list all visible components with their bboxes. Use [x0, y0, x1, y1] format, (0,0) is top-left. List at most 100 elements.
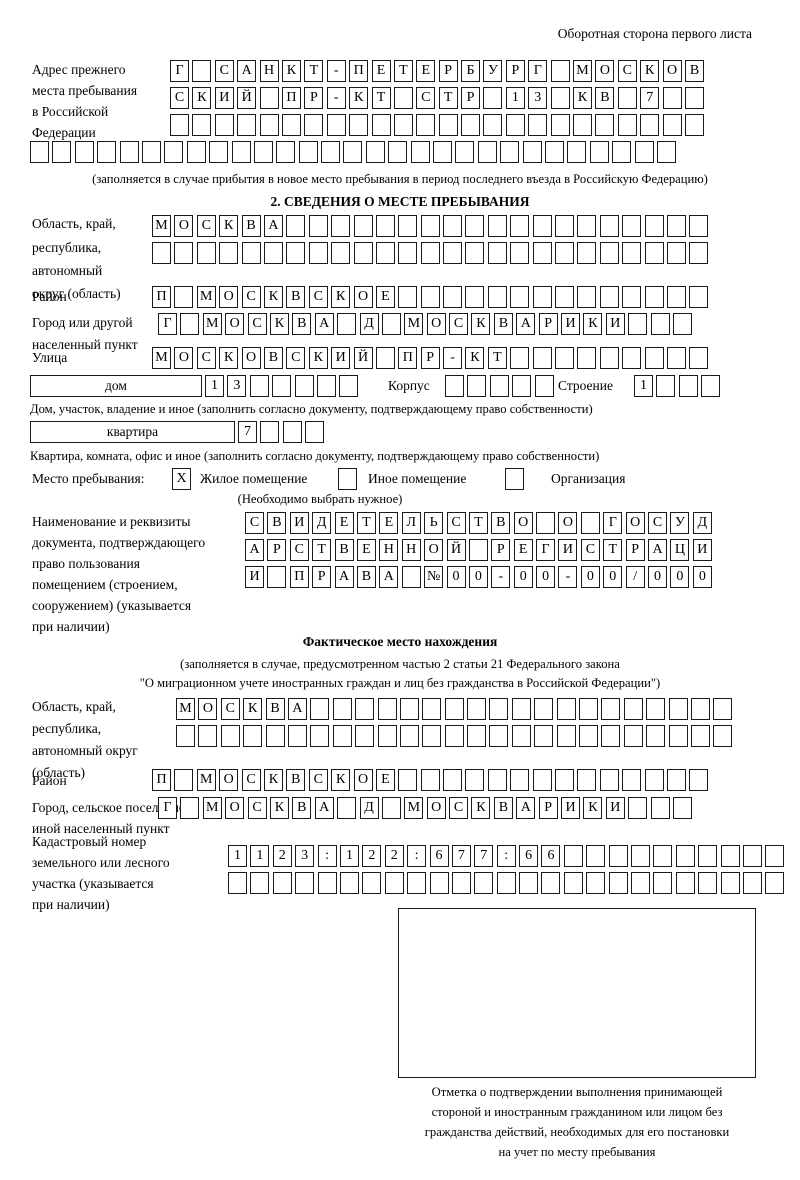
section2-district-row-cell-21[interactable]	[599, 286, 619, 308]
previous-address-row-2-cell-17[interactable]: 3	[528, 87, 548, 109]
previous-address-row-3-cell-20[interactable]	[595, 114, 615, 136]
document-row-2-cell-16[interactable]: С	[580, 539, 600, 561]
stay-place-checkbox-other[interactable]	[338, 468, 357, 490]
actual-district-row-cell-9[interactable]: К	[331, 769, 351, 791]
document-row-1-cell-16[interactable]	[580, 512, 600, 534]
section2-region-row-2-cell-25[interactable]	[689, 242, 709, 264]
section2-region-row-1-cell-10[interactable]	[353, 215, 373, 237]
cadastral-row-1-cell-16[interactable]	[563, 845, 583, 867]
section2-street-row-cell-24[interactable]	[666, 347, 686, 369]
actual-city-row-cell-14[interactable]: С	[449, 797, 469, 819]
document-row-2-cell-9[interactable]: О	[424, 539, 444, 561]
document-row-3-cell-10[interactable]: 0	[446, 566, 466, 588]
actual-region-row-2-cell-6[interactable]	[287, 725, 307, 747]
cadastral-row-2-cell-19[interactable]	[631, 872, 651, 894]
actual-region-row-1-cell-14[interactable]	[467, 698, 487, 720]
previous-address-row-3-cell-13[interactable]	[438, 114, 458, 136]
section2-street-row-cell-1[interactable]: М	[152, 347, 171, 369]
section2-region-row-2-cell-5[interactable]	[241, 242, 261, 264]
actual-region-row-2-cell-21[interactable]	[623, 725, 643, 747]
cadastral-row-1-cell-3[interactable]: 2	[272, 845, 292, 867]
previous-address-row-4-full-cell-27[interactable]	[612, 141, 632, 163]
section2-district-row-cell-4[interactable]: О	[219, 286, 239, 308]
cadastral-row-2-cell-13[interactable]	[496, 872, 516, 894]
previous-address-row-2-cell-4[interactable]: Й	[237, 87, 257, 109]
section2-city-row-cell-18[interactable]: Р	[538, 313, 558, 335]
previous-address-row-2-cell-19[interactable]: К	[573, 87, 593, 109]
cadastral-row-1-cell-10[interactable]: 6	[429, 845, 449, 867]
previous-address-row-3-cell-7[interactable]	[304, 114, 324, 136]
cadastral-row-2-cell-18[interactable]	[608, 872, 628, 894]
actual-region-row-2-cell-7[interactable]	[310, 725, 330, 747]
section2-district-row-cell-15[interactable]	[465, 286, 485, 308]
cadastral-row-1-cell-6[interactable]: 1	[339, 845, 359, 867]
section2-district-row-cell-14[interactable]	[443, 286, 463, 308]
previous-address-row-2-cell-1[interactable]: С	[170, 87, 189, 109]
actual-city-row-cell-8[interactable]: А	[314, 797, 334, 819]
actual-region-row-2-cell-11[interactable]	[399, 725, 419, 747]
previous-address-row-2-cell-5[interactable]	[259, 87, 279, 109]
previous-address-row-4-full-cell-20[interactable]	[455, 141, 475, 163]
previous-address-row-1-cell-10[interactable]: Е	[371, 60, 391, 82]
previous-address-row-1-cell-5[interactable]: Н	[259, 60, 279, 82]
actual-region-row-1-cell-13[interactable]	[444, 698, 464, 720]
cadastral-row-1-cell-1[interactable]: 1	[228, 845, 247, 867]
actual-region-row-1-cell-15[interactable]	[489, 698, 509, 720]
cadastral-row-1-cell-25[interactable]	[765, 845, 785, 867]
section2-district-row-cell-16[interactable]	[487, 286, 507, 308]
previous-address-row-2-cell-20[interactable]: В	[595, 87, 615, 109]
document-row-3[interactable]: И П Р А В А № 0 0-0 0-0 0/0 0 0	[245, 566, 712, 588]
previous-address-row-4-full-cell-29[interactable]	[656, 141, 676, 163]
section2-city-row-cell-20[interactable]: К	[583, 313, 603, 335]
previous-address-row-1-cell-6[interactable]: К	[281, 60, 301, 82]
document-row-1-cell-18[interactable]: О	[625, 512, 645, 534]
actual-region-row-2[interactable]	[176, 725, 733, 747]
actual-district-row-cell-20[interactable]	[577, 769, 597, 791]
section2-district-row-cell-1[interactable]: П	[152, 286, 171, 308]
previous-address-row-1-cell-23[interactable]: О	[662, 60, 682, 82]
previous-address-row-4-full-cell-22[interactable]	[500, 141, 520, 163]
actual-region-row-2-cell-10[interactable]	[377, 725, 397, 747]
previous-address-row-2-cell-21[interactable]	[617, 87, 637, 109]
document-row-1-cell-11[interactable]: Т	[468, 512, 488, 534]
previous-address-row-1-cell-13[interactable]: Р	[438, 60, 458, 82]
document-row-3-cell-19[interactable]: 0	[648, 566, 668, 588]
section2-street-row-cell-8[interactable]: К	[308, 347, 328, 369]
previous-address-row-1-cell-1[interactable]: Г	[170, 60, 189, 82]
actual-region-row-2-cell-23[interactable]	[668, 725, 688, 747]
document-row-3-cell-2[interactable]	[267, 566, 287, 588]
section2-region-row-1-cell-9[interactable]	[331, 215, 351, 237]
previous-address-row-4-full-cell-1[interactable]	[30, 141, 49, 163]
previous-address-row-2-cell-10[interactable]: Т	[371, 87, 391, 109]
previous-address-row-2-cell-9[interactable]: К	[349, 87, 369, 109]
actual-region-row-2-cell-4[interactable]	[243, 725, 263, 747]
actual-region-row-1-cell-12[interactable]	[422, 698, 442, 720]
section2-street-row-cell-2[interactable]: О	[174, 347, 194, 369]
previous-address-row-4-full-cell-18[interactable]	[410, 141, 430, 163]
actual-region-row-2-cell-15[interactable]	[489, 725, 509, 747]
document-row-2-cell-10[interactable]: Й	[446, 539, 466, 561]
previous-address-row-3-cell-12[interactable]	[416, 114, 436, 136]
stay-place-checkbox-organization[interactable]	[505, 468, 524, 490]
document-row-1-cell-4[interactable]: Д	[312, 512, 332, 534]
actual-region-row-2-cell-9[interactable]	[355, 725, 375, 747]
actual-region-row-2-cell-17[interactable]	[534, 725, 554, 747]
actual-region-row-1-cell-18[interactable]	[556, 698, 576, 720]
previous-address-row-2-cell-11[interactable]	[393, 87, 413, 109]
section2-district-row-cell-25[interactable]	[689, 286, 709, 308]
section2-district-row-cell-6[interactable]: К	[263, 286, 283, 308]
document-row-3-cell-11[interactable]: 0	[468, 566, 488, 588]
actual-region-row-2-cell-14[interactable]	[467, 725, 487, 747]
previous-address-row-3-cell-10[interactable]	[371, 114, 391, 136]
document-row-2-cell-15[interactable]: И	[558, 539, 578, 561]
section2-street-row-cell-23[interactable]	[644, 347, 664, 369]
document-row-2-cell-4[interactable]: Т	[312, 539, 332, 561]
actual-district-row-cell-19[interactable]	[555, 769, 575, 791]
cadastral-row-1-cell-24[interactable]	[742, 845, 762, 867]
previous-address-row-4-full-cell-3[interactable]	[74, 141, 94, 163]
document-row-1-cell-12[interactable]: В	[491, 512, 511, 534]
section2-city-row-cell-23[interactable]	[650, 313, 670, 335]
